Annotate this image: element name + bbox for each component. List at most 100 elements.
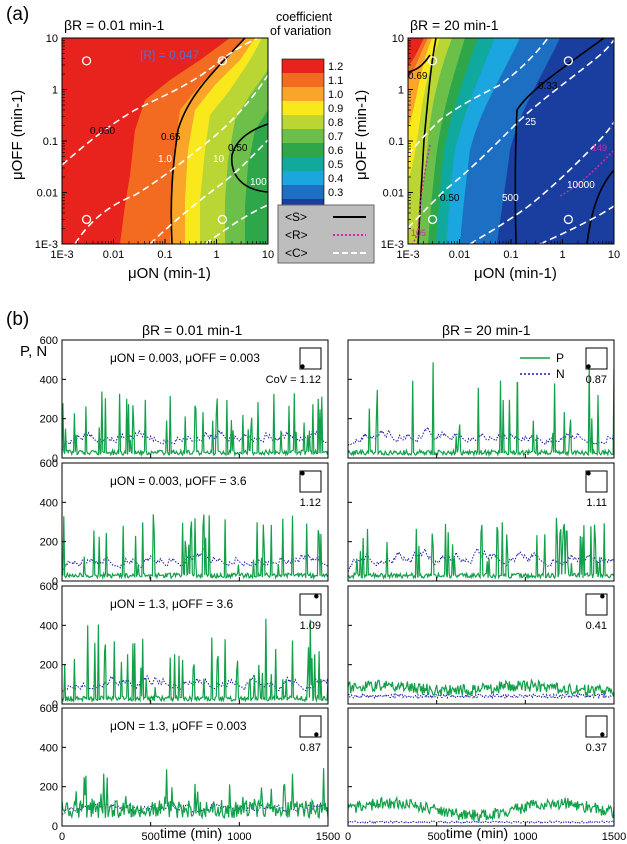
legend-S: <S> xyxy=(285,210,307,224)
x-tick-label: 1000 xyxy=(227,831,251,843)
x-tick-label: 500 xyxy=(141,831,159,843)
inset-box xyxy=(299,347,322,370)
x-tick-label: 1000 xyxy=(513,831,537,843)
y-tick-label-left: 1E-3 xyxy=(35,239,58,251)
y-tick-label-left: 0.1 xyxy=(43,136,58,148)
colorbar: coefficient of variation 1.2 1.1 1.0 0.9 0.8… xyxy=(270,10,343,214)
contour-label-C-10b: 10 xyxy=(213,154,225,165)
timeseries-frame xyxy=(61,585,329,705)
y-tick-label-right: 10 xyxy=(392,33,404,45)
row-parameter-label: μON = 0.003, μOFF = 0.003 xyxy=(110,351,260,365)
series-P-line xyxy=(347,517,615,580)
inset-box xyxy=(299,715,322,738)
title-right-a: βR = 20 min-1 xyxy=(410,17,499,33)
legend-P-label: P xyxy=(556,351,564,365)
x-tick-label: 1500 xyxy=(602,831,626,843)
cov-label: 1.11 xyxy=(586,497,607,509)
x-tick-label: 0 xyxy=(59,831,65,843)
y-tick-label: 600 xyxy=(40,581,58,593)
legend-C: <C> xyxy=(285,246,308,260)
xlabel-b-right: time (min) xyxy=(446,825,508,841)
contour-label-C-0050: 0.050 xyxy=(90,126,115,137)
colorbar-swatch xyxy=(282,185,324,200)
y-tick-label: 0 xyxy=(52,453,58,465)
colorbar-tick-label: 0.5 xyxy=(328,159,343,171)
series-N-line xyxy=(61,428,329,451)
cov-label: 1.09 xyxy=(300,620,321,632)
y-tick-label: 200 xyxy=(40,782,58,794)
y-tick-label: 400 xyxy=(40,497,58,509)
colorbar-tick-label: 0.6 xyxy=(328,145,343,157)
colorbar-title-1: coefficient xyxy=(276,10,333,24)
colorbar-tick-label: 1.1 xyxy=(328,75,343,87)
cov-label: 0.41 xyxy=(586,620,607,632)
marked-point-right xyxy=(427,214,438,225)
y-tick-label: 0 xyxy=(52,576,58,588)
colorbar-swatch xyxy=(282,171,324,186)
x-tick-label-right: 1E-3 xyxy=(396,249,419,261)
x-tick-label-left: 1 xyxy=(213,249,219,261)
ylabel-right-a: μOFF (min-1) xyxy=(353,90,370,180)
ylabel-b: P, N xyxy=(20,343,47,360)
x-tick-label-left: 0.1 xyxy=(157,249,172,261)
y-tick-label: 400 xyxy=(40,742,58,754)
series-P-line xyxy=(61,514,329,581)
series-P-line xyxy=(61,768,329,820)
y-tick-label-right: 1E-3 xyxy=(381,239,404,251)
inset-box xyxy=(585,470,608,493)
x-tick-label: 1500 xyxy=(316,831,340,843)
cov-label: 0.87 xyxy=(300,742,321,754)
y-tick-label: 200 xyxy=(40,660,58,672)
marked-point-right xyxy=(563,56,574,66)
panel-label-b: (b) xyxy=(6,309,29,330)
cov-label: 1.12 xyxy=(300,497,321,509)
x-tick-label-left: 10 xyxy=(262,249,274,261)
y-tick-label-left: 1 xyxy=(52,85,58,97)
series-P-line xyxy=(61,618,329,704)
y-tick-label: 600 xyxy=(40,335,58,347)
series-N-line xyxy=(347,692,615,700)
timeseries-frame xyxy=(347,462,615,582)
legend-N-label: N xyxy=(556,367,565,381)
series-N-line xyxy=(347,426,615,446)
cov-label: CoV = 1.12 xyxy=(266,374,321,386)
marked-point-left xyxy=(217,214,228,225)
inset-dot xyxy=(300,471,305,476)
xlabel-right-a: μON (min-1) xyxy=(474,265,557,282)
panel-label-a: (a) xyxy=(6,4,29,25)
contour-label-C-100: 100 xyxy=(250,177,267,188)
series-N-line xyxy=(347,820,615,825)
inset-box xyxy=(585,593,608,616)
heatmap-left: 1E-3 0.01 0.1 1 10 1E-3 0.01 0.1 1 10 [R] = 0.047… xyxy=(35,33,274,261)
contour-label-R-149: 149 xyxy=(592,143,607,153)
contour-label-S-033: 0.33 xyxy=(538,81,558,92)
xlabel-b-left: time (min) xyxy=(160,825,222,841)
y-tick-label: 600 xyxy=(40,703,58,715)
contour-label-R-105: 105 xyxy=(411,228,426,238)
row-parameter-label: μON = 1.3, μOFF = 3.6 xyxy=(110,597,234,611)
marked-point-left xyxy=(81,56,92,66)
x-tick-label-right: 10 xyxy=(608,249,620,261)
colorbar-tick-label: 0.8 xyxy=(328,117,343,129)
row-parameter-label: μON = 0.003, μOFF = 3.6 xyxy=(110,474,247,488)
y-tick-label-right: 1 xyxy=(398,85,404,97)
legend-bg xyxy=(516,348,582,382)
y-tick-label: 400 xyxy=(40,374,58,386)
inset-dot xyxy=(300,364,305,369)
inset-dot xyxy=(314,594,319,599)
colorbar-tick-label: 0.7 xyxy=(328,131,343,143)
colorbar-swatch xyxy=(282,87,324,102)
contour-legend: <S> <R> <C> xyxy=(277,204,375,264)
timeseries-frame xyxy=(347,339,615,459)
colorbar-tick-label: 1.0 xyxy=(328,89,343,101)
row-parameter-label: μON = 1.3, μOFF = 0.003 xyxy=(110,719,247,733)
contour-label-S-050: 0.50 xyxy=(228,143,248,154)
y-tick-label: 400 xyxy=(40,620,58,632)
series-P-line xyxy=(347,795,615,822)
contour-label-S-069: 0.69 xyxy=(408,71,428,82)
inset-dot xyxy=(600,732,605,737)
contour-label-S-050: 0.50 xyxy=(440,193,460,204)
marked-point-left xyxy=(81,214,92,225)
inset-dot xyxy=(314,732,319,737)
colorbar-swatch xyxy=(282,101,324,116)
